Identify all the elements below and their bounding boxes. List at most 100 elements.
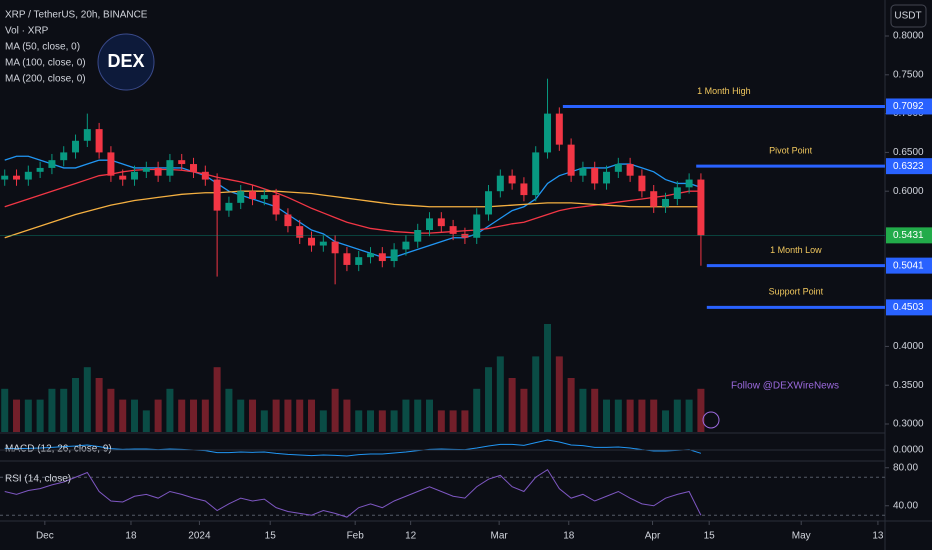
x-tick-label: 15 [265, 531, 277, 542]
volume-bar [83, 367, 91, 432]
candle-body [166, 160, 174, 176]
volume-bar [567, 378, 575, 432]
volume-bar [131, 399, 139, 432]
volume-bar [296, 399, 304, 432]
volume-bar [662, 410, 670, 432]
volume-bar [48, 388, 56, 432]
volume-bar [190, 399, 198, 432]
volume-bar [485, 367, 493, 432]
volume-bar [213, 367, 221, 432]
candle-body [119, 175, 127, 180]
volume-bar [72, 378, 80, 432]
volume-bar [272, 399, 280, 432]
volume-bar [626, 399, 634, 432]
candle-body [697, 179, 705, 236]
rsi-tick-label: 80.00 [893, 462, 918, 473]
legend-item: MA (100, close, 0) [5, 58, 86, 69]
y-tick-label: 0.7500 [893, 69, 924, 80]
last-price-label: 0.5431 [893, 230, 924, 241]
volume-bar [178, 399, 186, 432]
rsi-tick-label: 40.00 [893, 500, 918, 511]
candle-body [83, 129, 91, 141]
x-tick-label: Dec [36, 531, 54, 542]
legend-item: Vol · XRP [5, 26, 49, 37]
candle-body [579, 167, 587, 176]
candle-body [343, 253, 351, 265]
volume-bar [13, 399, 21, 432]
level-value: 0.7092 [893, 101, 924, 112]
y-tick-label: 0.4000 [893, 341, 924, 352]
y-tick-label: 0.3500 [893, 380, 924, 391]
volume-bar [1, 388, 9, 432]
volume-bar [520, 388, 528, 432]
volume-bar [24, 399, 32, 432]
candle-body [260, 195, 268, 199]
currency-button[interactable] [890, 4, 927, 28]
x-tick-label: Apr [645, 531, 661, 542]
legend-item: MA (50, close, 0) [5, 42, 80, 53]
volume-bar [237, 399, 245, 432]
candle-body [237, 191, 245, 203]
volume-bar [579, 388, 587, 432]
volume-bar [260, 410, 268, 432]
candle-body [190, 164, 198, 172]
volume-bar [461, 410, 469, 432]
candle-body [48, 160, 56, 168]
candle-body [520, 183, 528, 196]
volume-bar [367, 410, 375, 432]
volume-bar [532, 356, 540, 432]
candle-body [473, 214, 481, 238]
level-tag [886, 257, 932, 274]
candle-body [378, 253, 386, 262]
moving-average [4, 190, 701, 239]
volume-bar [449, 410, 457, 432]
candle-body [508, 175, 516, 184]
candle-body [107, 152, 115, 176]
currency[interactable]: USDT [894, 11, 921, 22]
chart-title: XRP / TetherUS, 20h, BINANCE [5, 10, 148, 21]
x-tick-label: 12 [405, 531, 417, 542]
level-label: Support Point [769, 287, 824, 297]
volume-bar [378, 410, 386, 432]
volume-bar [107, 388, 115, 432]
volume-bar [201, 399, 209, 432]
candle-body [662, 198, 670, 207]
y-tick-label: 0.3000 [893, 419, 924, 430]
candle-body [414, 230, 422, 242]
candle-body [24, 171, 32, 180]
candle-body [36, 167, 44, 172]
candle-body [308, 237, 316, 246]
volume-bar [343, 399, 351, 432]
candle-body [650, 191, 658, 207]
volume-bar [166, 388, 174, 432]
legend-item: MA (200, close, 0) [5, 74, 86, 85]
y-tick-label: 0.6000 [893, 186, 924, 197]
volume-bar [473, 388, 481, 432]
candle-body [178, 160, 186, 165]
candle-body [13, 175, 21, 180]
x-tick-label: 13 [872, 531, 884, 542]
volume-bar [603, 399, 611, 432]
level-label: 1 Month Low [770, 245, 822, 255]
volume-bar [496, 356, 504, 432]
volume-bar [36, 399, 44, 432]
candle-body [331, 241, 339, 254]
volume-bar [426, 399, 434, 432]
candle-body [72, 140, 80, 153]
level-value: 0.6323 [893, 161, 924, 172]
volume-bar [414, 399, 422, 432]
candle-body [367, 253, 375, 258]
volume-bar [225, 388, 233, 432]
macd-line [4, 439, 702, 457]
candle-body [555, 113, 563, 145]
candle-body [461, 233, 469, 238]
x-tick-label: 2024 [188, 531, 211, 542]
candle-body [142, 167, 150, 172]
candle-body [567, 144, 575, 176]
candle-body [249, 191, 257, 199]
candle-body [213, 179, 221, 211]
volume-bar [591, 388, 599, 432]
x-tick-label: 18 [563, 531, 575, 542]
volume-bar [284, 399, 292, 432]
